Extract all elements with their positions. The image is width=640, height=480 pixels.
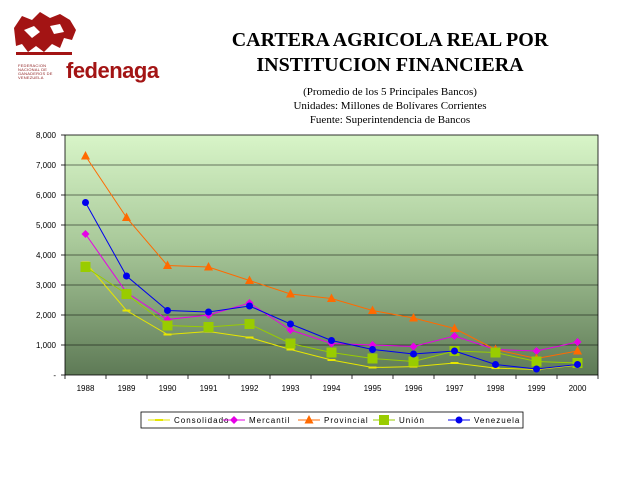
logo-wordmark: fedenaga [66,58,159,83]
data-point-mercantil [81,230,90,238]
y-tick-label: 7,000 [36,161,57,170]
data-point-union [367,353,378,364]
legend-marker [304,415,314,424]
legend-label: Provincial [324,416,369,425]
subtitle-line-2: Unidades: Millones de Bolívares Corrient… [293,100,487,112]
x-tick-label: 1995 [364,384,382,393]
data-point-provincial [204,262,213,271]
data-point-venezuela [410,350,417,358]
y-tick-label: 6,000 [36,191,57,200]
data-point-union [121,289,132,299]
legend-label: Consolidado [174,416,229,425]
data-point-venezuela [328,337,335,344]
series-group [80,151,583,373]
x-tick-label: 1996 [405,384,423,393]
data-point-venezuela [451,347,458,355]
legend-label: Venezuela [474,416,520,425]
data-point-provincial [573,346,582,355]
data-point-provincial [245,275,254,284]
data-point-mercantil [532,347,541,355]
legend-item-venezuela: Venezuela [448,416,520,425]
data-point-union [326,347,337,358]
y-tick-label: 8,000 [36,131,57,140]
x-tick-label: 1999 [528,384,546,393]
legend-label: Mercantil [249,416,290,425]
data-point-union [203,322,214,332]
data-point-venezuela [492,361,499,368]
x-tick-label: 1990 [159,384,177,393]
legend-label: Unión [399,416,425,425]
data-point-mercantil [286,326,295,334]
subtitle-line-3: Fuente: Superintendencia de Bancos [309,114,471,126]
data-point-union [244,319,255,329]
data-point-union [80,262,91,272]
legend-item-mercantil: Mercantil [223,416,290,425]
data-point-union [408,356,419,367]
data-point-venezuela [164,307,171,314]
data-point-venezuela [369,346,376,353]
title-line-2: INSTITUCION FINANCIERA [256,54,524,76]
legend-marker [230,416,238,424]
data-point-provincial [163,260,172,269]
x-axis: 1988 1989 1990 1991 1992 1993 1994 1995 1996 1997… [64,375,599,393]
x-tick-label: 1993 [282,384,300,393]
data-point-provincial [368,305,377,314]
y-tick-label: 4,000 [36,251,57,260]
data-point-provincial [122,212,131,221]
data-point-union [531,356,542,367]
legend-item-consolidado: Consolidado [148,416,229,425]
data-point-provincial [409,313,418,322]
data-point-venezuela [82,199,89,206]
x-tick-label: 1998 [487,384,505,393]
data-point-venezuela [246,302,253,310]
data-point-mercantil [450,332,459,340]
chart-subtitle: (Promedio de los 5 Principales Bancos) U… [220,85,560,127]
page-title: CARTERA AGRICOLA REAL POR INSTITUCION FI… [190,28,590,78]
y-tick-label: 1,000 [36,341,57,350]
data-point-mercantil [409,342,418,351]
subtitle-line-1: (Promedio de los 5 Principales Bancos) [303,86,477,98]
data-point-venezuela [123,272,130,280]
legend-item-union: Unión [373,415,425,425]
livestock-logo-icon [14,12,76,55]
data-point-union [162,320,173,331]
data-point-provincial [450,323,459,332]
legend-marker [455,416,463,424]
data-point-venezuela [574,361,581,368]
data-point-provincial [286,289,295,298]
x-tick-label: 1994 [323,384,341,393]
y-tick-label: 2,000 [36,311,57,320]
data-point-union [490,347,501,358]
x-tick-label: 1991 [200,384,218,393]
series-union [80,262,583,368]
title-line-1: CARTERA AGRICOLA REAL POR [231,29,549,51]
legend-marker [379,415,389,425]
x-tick-label: 1988 [77,384,95,393]
legend-box [140,411,524,429]
y-tick-label: 3,000 [36,281,57,290]
y-tick-label: 5,000 [36,221,57,230]
legend-item-provincial: Provincial [298,415,369,425]
data-point-venezuela [205,308,212,316]
data-point-venezuela [533,365,540,373]
y-axis: - 1,000 2,000 3,000 4,000 5,000 6,000 7,000 8,00… [36,131,65,380]
data-point-provincial [81,151,90,160]
logo-small-text: FEDERACION NACIONAL DE GANADEROS DE VENE… [18,63,53,80]
legend: Consolidado Mercantil Provincial Unión Venez… [148,415,520,425]
x-tick-label: 1997 [446,384,464,393]
fedenaga-logo: FEDERACION NACIONAL DE GANADEROS DE VENE… [10,8,160,83]
series-venezuela [82,199,581,373]
data-point-provincial [327,293,336,302]
data-point-mercantil [573,338,582,346]
data-point-union [285,338,296,349]
x-tick-label: 1992 [241,384,259,393]
y-tick-label: - [53,371,56,380]
x-tick-label: 1989 [118,384,136,393]
x-tick-label: 2000 [569,384,587,393]
data-point-venezuela [287,320,294,328]
